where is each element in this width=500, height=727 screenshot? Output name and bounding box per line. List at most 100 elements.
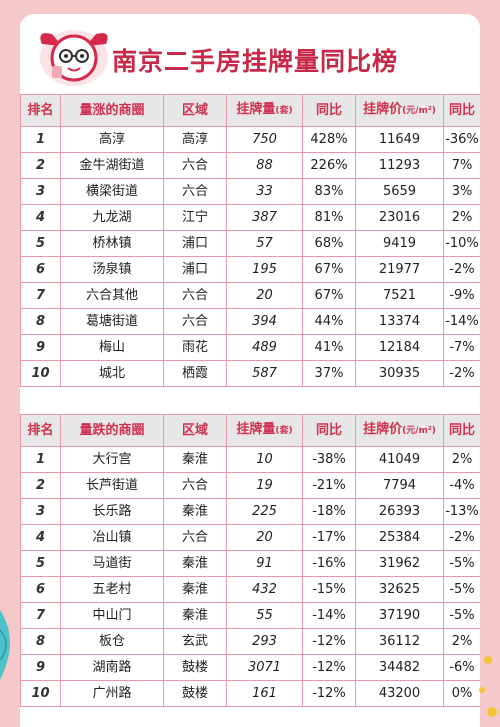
rank-cell: 2 [20, 472, 61, 499]
district-cell: 六合 [163, 308, 227, 335]
yoy-cell: 37% [302, 360, 356, 387]
price-cell: 30935 [355, 360, 444, 387]
district-cell: 鼓楼 [163, 680, 227, 707]
district-cell: 雨花 [163, 334, 227, 361]
area-cell: 中山门 [60, 602, 164, 629]
price-cell: 32625 [355, 576, 444, 603]
district-cell: 秦淮 [163, 498, 227, 525]
listings-cell: 750 [226, 126, 303, 153]
yoy-cell: -18% [302, 498, 356, 525]
col-area: 量涨的商圈 [60, 94, 164, 127]
area-cell: 桥林镇 [60, 230, 164, 257]
yoy-cell: -12% [302, 628, 356, 655]
yoy-cell: 67% [302, 282, 356, 309]
table-row: 9 梅山 雨花 489 41% 12184 -7% [20, 334, 480, 361]
table-row: 10 城北 栖霞 587 37% 30935 -2% [20, 360, 480, 387]
district-cell: 栖霞 [163, 360, 227, 387]
rank-cell: 3 [20, 498, 61, 525]
yoy-cell: -38% [302, 446, 356, 473]
table-row: 4 冶山镇 六合 20 -17% 25384 -2% [20, 524, 480, 551]
table-row: 7 六合其他 六合 20 67% 7521 -9% [20, 282, 480, 309]
price-cell: 12184 [355, 334, 444, 361]
district-cell: 秦淮 [163, 602, 227, 629]
price-yoy-cell: 2% [443, 446, 480, 473]
table-row: 10 广州路 鼓楼 161 -12% 43200 0% [20, 680, 480, 707]
price-cell: 26393 [355, 498, 444, 525]
rank-cell: 7 [20, 602, 61, 629]
district-cell: 六合 [163, 472, 227, 499]
table-row: 6 汤泉镇 浦口 195 67% 21977 -2% [20, 256, 480, 283]
table-header-row: 排名 量涨的商圈 区域 挂牌量(套) 同比 挂牌价(元/m²) 同比 [20, 94, 480, 127]
area-cell: 广州路 [60, 680, 164, 707]
listings-cell: 195 [226, 256, 303, 283]
col-price-unit: (元/m²) [402, 426, 436, 436]
price-cell: 11293 [355, 152, 444, 179]
ranking-card: 南京二手房挂牌量同比榜 排名 量涨的商圈 区域 挂牌量(套) 同比 挂牌价(元/… [20, 14, 480, 727]
price-cell: 31962 [355, 550, 444, 577]
price-cell: 37190 [355, 602, 444, 629]
price-yoy-cell: 2% [443, 628, 480, 655]
area-cell: 汤泉镇 [60, 256, 164, 283]
rank-cell: 6 [20, 576, 61, 603]
header: 南京二手房挂牌量同比榜 [20, 14, 480, 94]
yoy-cell: 428% [302, 126, 356, 153]
listings-cell: 19 [226, 472, 303, 499]
col-yoy: 同比 [302, 414, 356, 447]
listings-cell: 432 [226, 576, 303, 603]
col-price-label: 挂牌价 [363, 102, 403, 117]
yoy-cell: -16% [302, 550, 356, 577]
area-cell: 马道街 [60, 550, 164, 577]
rank-cell: 10 [20, 680, 61, 707]
listings-cell: 489 [226, 334, 303, 361]
rank-cell: 1 [20, 446, 61, 473]
table-header-row: 排名 量跌的商圈 区域 挂牌量(套) 同比 挂牌价(元/m²) 同比 [20, 414, 480, 447]
district-cell: 浦口 [163, 256, 227, 283]
area-cell: 城北 [60, 360, 164, 387]
area-cell: 高淳 [60, 126, 164, 153]
yoy-cell: 81% [302, 204, 356, 231]
yoy-cell: 41% [302, 334, 356, 361]
col-price-yoy: 同比 [443, 414, 480, 447]
col-district: 区域 [163, 94, 227, 127]
price-yoy-cell: -6% [443, 654, 480, 681]
price-cell: 25384 [355, 524, 444, 551]
listings-cell: 10 [226, 446, 303, 473]
col-area: 量跌的商圈 [60, 414, 164, 447]
district-cell: 六合 [163, 282, 227, 309]
price-yoy-cell: -5% [443, 576, 480, 603]
listings-cell: 394 [226, 308, 303, 335]
price-yoy-cell: -5% [443, 602, 480, 629]
listings-cell: 587 [226, 360, 303, 387]
area-cell: 九龙湖 [60, 204, 164, 231]
price-cell: 23016 [355, 204, 444, 231]
yoy-cell: -14% [302, 602, 356, 629]
district-cell: 六合 [163, 178, 227, 205]
yoy-cell: 68% [302, 230, 356, 257]
rank-cell: 3 [20, 178, 61, 205]
leaf-decoration-icon [0, 610, 10, 680]
listings-cell: 20 [226, 524, 303, 551]
district-cell: 秦淮 [163, 446, 227, 473]
col-listings-label: 挂牌量 [236, 102, 276, 117]
district-cell: 浦口 [163, 230, 227, 257]
price-yoy-cell: -10% [443, 230, 480, 257]
rank-cell: 9 [20, 334, 61, 361]
col-price: 挂牌价(元/m²) [355, 414, 444, 447]
table-row: 9 湖南路 鼓楼 3071 -12% 34482 -6% [20, 654, 480, 681]
area-cell: 长乐路 [60, 498, 164, 525]
col-price-unit: (元/m²) [402, 106, 436, 116]
table-divider [20, 407, 480, 414]
listings-cell: 225 [226, 498, 303, 525]
district-cell: 鼓楼 [163, 654, 227, 681]
price-cell: 7794 [355, 472, 444, 499]
col-listings-unit: (套) [275, 106, 293, 116]
falling-listings-table: 排名 量跌的商圈 区域 挂牌量(套) 同比 挂牌价(元/m²) 同比 1 大行宫秦… [20, 414, 480, 707]
yoy-cell: -12% [302, 654, 356, 681]
price-yoy-cell: -5% [443, 550, 480, 577]
yoy-cell: 83% [302, 178, 356, 205]
price-cell: 7521 [355, 282, 444, 309]
area-cell: 五老村 [60, 576, 164, 603]
listings-cell: 57 [226, 230, 303, 257]
rank-cell: 7 [20, 282, 61, 309]
rank-cell: 1 [20, 126, 61, 153]
